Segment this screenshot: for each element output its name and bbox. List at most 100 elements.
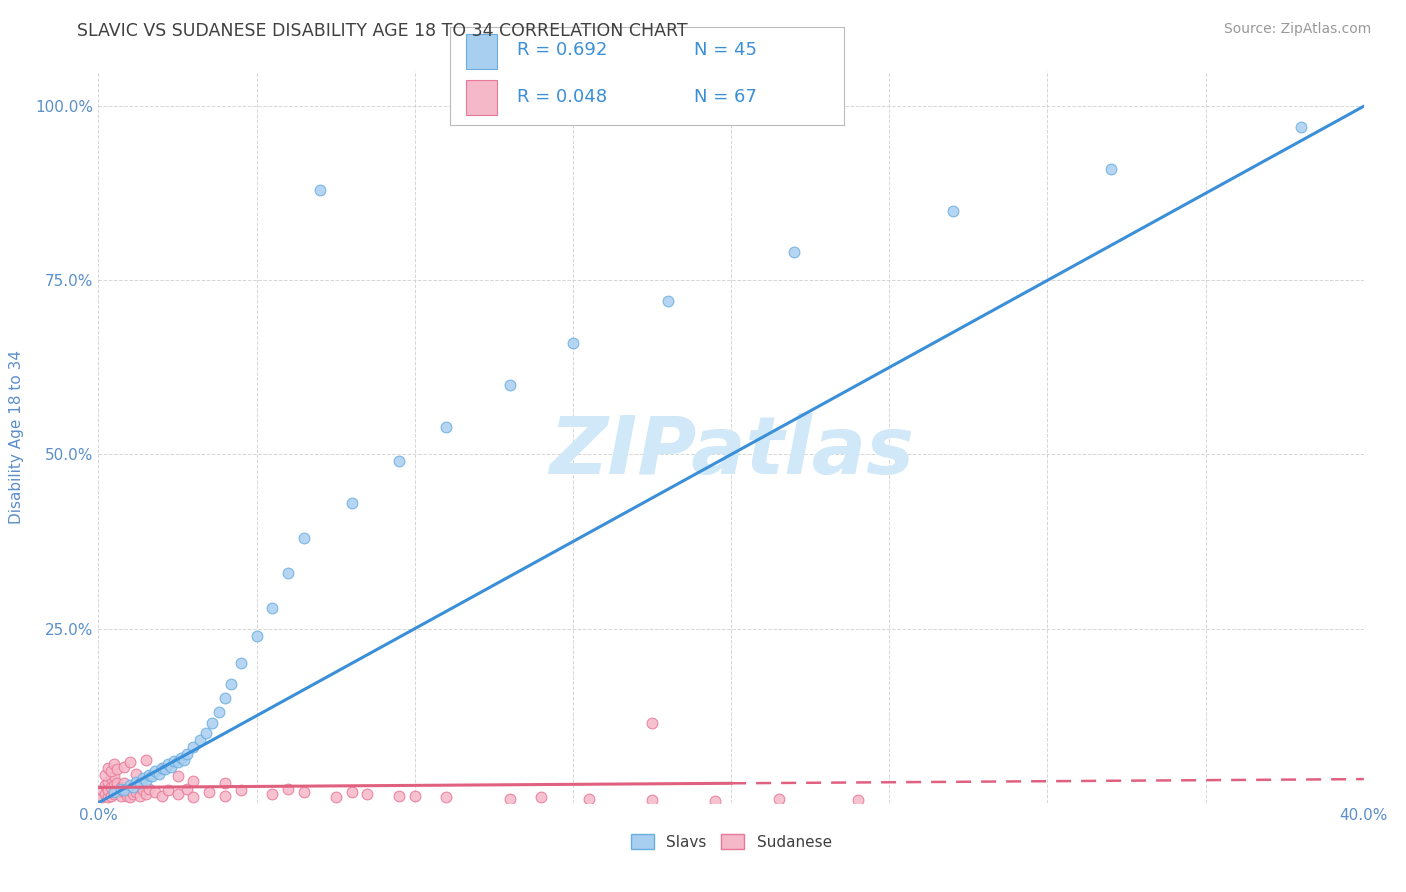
- Text: ZIPatlas: ZIPatlas: [548, 413, 914, 491]
- Point: [112, 785, 135, 799]
- Point: [115, 789, 138, 803]
- Point: [128, 776, 150, 790]
- Point: [122, 788, 145, 802]
- Point: [262, 600, 284, 615]
- Point: [340, 785, 363, 799]
- Point: [942, 203, 965, 218]
- Point: [138, 781, 160, 796]
- Point: [93, 788, 117, 802]
- Point: [90, 783, 112, 797]
- Point: [246, 629, 269, 643]
- Point: [141, 769, 163, 783]
- Point: [340, 496, 363, 510]
- Text: N = 45: N = 45: [695, 41, 756, 59]
- Point: [135, 773, 157, 788]
- Point: [150, 761, 173, 775]
- Point: [166, 769, 188, 783]
- Point: [173, 753, 195, 767]
- Point: [93, 768, 117, 782]
- Point: [214, 776, 236, 790]
- Point: [169, 750, 191, 764]
- Point: [436, 419, 458, 434]
- Point: [157, 757, 180, 772]
- Point: [103, 788, 125, 802]
- Bar: [465, 34, 498, 69]
- Point: [768, 792, 790, 806]
- Point: [208, 705, 231, 719]
- Point: [107, 763, 129, 777]
- Point: [229, 783, 252, 797]
- Legend: Slavs, Sudanese: Slavs, Sudanese: [623, 826, 839, 857]
- Point: [262, 788, 284, 802]
- Point: [100, 764, 122, 779]
- Point: [128, 789, 150, 803]
- Point: [135, 753, 157, 767]
- Point: [97, 790, 120, 805]
- Point: [194, 726, 218, 740]
- Point: [93, 778, 117, 792]
- Point: [97, 783, 120, 797]
- Point: [110, 789, 132, 803]
- Text: Source: ZipAtlas.com: Source: ZipAtlas.com: [1223, 22, 1371, 37]
- Point: [103, 757, 125, 772]
- Point: [97, 775, 120, 789]
- Point: [107, 776, 129, 790]
- Point: [292, 785, 315, 799]
- Point: [103, 769, 125, 783]
- Point: [100, 780, 122, 795]
- Point: [125, 775, 148, 789]
- Point: [100, 789, 122, 803]
- Point: [356, 788, 378, 802]
- Point: [846, 793, 869, 807]
- Point: [498, 791, 520, 805]
- Point: [176, 747, 198, 761]
- Point: [112, 783, 135, 797]
- Point: [309, 183, 332, 197]
- Point: [125, 785, 148, 799]
- Point: [132, 772, 155, 786]
- Point: [657, 294, 679, 309]
- Point: [436, 790, 458, 805]
- Point: [120, 756, 141, 770]
- Point: [783, 245, 806, 260]
- Point: [404, 789, 426, 803]
- Point: [166, 788, 188, 802]
- Point: [145, 785, 166, 799]
- Point: [157, 783, 180, 797]
- Point: [277, 781, 299, 796]
- Point: [160, 759, 183, 773]
- Point: [110, 781, 132, 796]
- Point: [530, 790, 553, 805]
- Point: [138, 768, 160, 782]
- Point: [277, 566, 299, 580]
- Point: [1099, 161, 1122, 176]
- Point: [90, 790, 112, 805]
- Point: [100, 772, 122, 786]
- Point: [641, 793, 664, 807]
- Point: [125, 766, 148, 780]
- Point: [115, 781, 138, 796]
- Point: [120, 790, 141, 805]
- Point: [578, 792, 600, 806]
- Point: [150, 789, 173, 803]
- Point: [188, 733, 211, 747]
- Point: [107, 785, 129, 799]
- Point: [112, 776, 135, 790]
- Point: [198, 785, 221, 799]
- Point: [183, 773, 205, 788]
- Point: [561, 336, 585, 351]
- Point: [103, 778, 125, 792]
- Point: [214, 789, 236, 803]
- Point: [183, 790, 205, 805]
- Point: [498, 377, 520, 392]
- Point: [388, 454, 411, 468]
- Point: [97, 761, 120, 775]
- Point: [176, 781, 198, 796]
- Point: [148, 766, 170, 780]
- Point: [1289, 120, 1312, 134]
- Point: [150, 763, 173, 777]
- Point: [166, 756, 188, 770]
- Point: [704, 794, 727, 808]
- Text: SLAVIC VS SUDANESE DISABILITY AGE 18 TO 34 CORRELATION CHART: SLAVIC VS SUDANESE DISABILITY AGE 18 TO …: [77, 22, 688, 40]
- Text: R = 0.048: R = 0.048: [517, 88, 607, 106]
